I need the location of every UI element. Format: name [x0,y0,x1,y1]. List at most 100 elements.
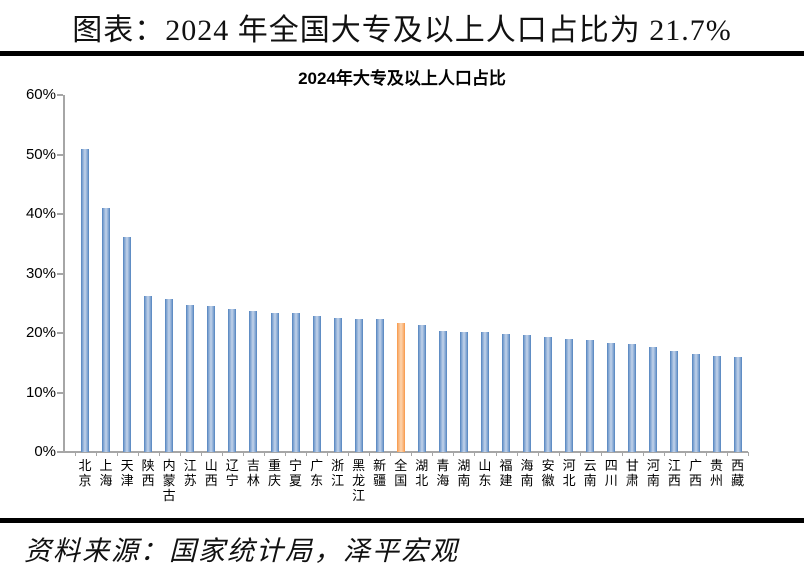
data-source-note: 资料来源：国家统计局，泽平宏观 [24,536,459,566]
y-axis-tick [57,391,63,394]
bottom-divider [0,518,804,523]
bar [270,312,279,452]
x-axis-tick [242,452,244,456]
bar [607,342,616,452]
x-tick-label: 贵州 [709,458,723,488]
bar [523,334,531,452]
y-axis-tick [57,213,63,215]
x-tick-label: 新疆 [373,458,387,488]
bar [144,296,153,452]
bar [123,236,132,452]
bar [649,347,658,452]
bar [691,353,700,452]
bar [670,351,679,452]
x-tick-label: 江苏 [183,458,197,488]
x-tick-label: 安徽 [541,458,555,488]
page-title: 图表：2024 年全国大专及以上人口占比为 21.7% [72,14,732,47]
bar [480,332,489,452]
bar [438,330,447,452]
x-axis-tick [74,452,76,456]
x-axis-tick [474,452,476,456]
bar [354,318,363,452]
x-tick-label: 湖南 [457,458,471,488]
x-axis-tick [453,452,455,456]
x-tick-label: 海南 [520,458,534,488]
x-axis-tick [600,452,602,456]
y-tick-label: 0% [34,443,56,460]
x-tick-label: 浙江 [331,458,345,488]
bar [249,311,258,452]
x-axis-tick [727,452,728,456]
chart-title: 2024年大专及以上人口占比 [298,69,506,88]
bar-national-highlight [396,322,405,452]
top-divider [0,51,804,56]
bar [375,319,384,452]
bar [733,357,742,452]
x-axis-tick [432,452,434,456]
bar [712,356,721,452]
x-tick-label: 福建 [499,458,513,488]
x-tick-label: 陕西 [141,458,155,488]
bar [544,336,553,452]
y-tick-label: 60% [25,86,56,103]
x-tick-label: 西藏 [731,458,745,488]
x-tick-label: 云南 [583,458,597,488]
bar [586,339,595,452]
x-axis-tick [263,452,265,456]
x-axis-tick [516,452,518,456]
bar [628,344,637,452]
x-tick-label: 山西 [204,458,218,488]
y-axis-tick [57,94,63,96]
x-tick-label: 全国 [394,458,408,488]
x-axis-tick [621,452,623,456]
bar [102,208,110,452]
x-tick-label: 北京 [78,458,92,488]
bar [186,305,195,452]
bar [207,306,216,452]
x-axis-tick [200,452,202,456]
x-axis-tick [642,452,644,456]
x-tick-label: 河南 [646,458,660,488]
bar [417,325,426,452]
x-axis-tick [116,452,118,456]
x-axis-tick [579,452,581,456]
y-tick-label: 40% [25,205,56,222]
y-axis-tick [57,332,63,334]
x-axis-tick [179,452,181,456]
y-axis-tick [57,451,63,453]
x-axis-tick [158,452,160,456]
bar [165,299,174,452]
x-tick-label: 广西 [688,458,702,488]
x-axis-tick [537,452,539,456]
x-axis-tick [495,452,497,456]
x-tick-label: 青海 [436,458,450,488]
x-tick-label: 内蒙古 [162,458,176,503]
x-axis-tick [390,452,392,456]
bar [81,148,89,452]
x-tick-label: 重庆 [267,458,281,488]
x-axis-tick [95,452,97,456]
y-tick-label: 50% [25,145,56,163]
x-tick-label: 广东 [310,458,324,488]
x-tick-label: 上海 [99,458,113,488]
x-tick-label: 四川 [604,458,618,488]
bar [291,313,300,452]
x-tick-label: 天津 [120,458,134,488]
x-axis-tick [748,452,750,456]
bar [502,334,510,452]
y-tick-label: 10% [25,383,56,401]
x-axis-tick [348,452,350,456]
y-axis-line [63,95,65,452]
bar [459,331,468,452]
x-tick-label: 宁夏 [288,458,302,488]
x-axis-tick [663,452,665,456]
x-tick-label: 山东 [478,458,492,488]
x-axis-line [63,451,748,453]
x-axis-tick [369,452,371,456]
x-axis-tick [327,452,329,456]
x-tick-label: 辽宁 [225,458,239,488]
x-tick-label: 湖北 [415,458,429,488]
bar [333,318,342,452]
x-tick-label: 甘肃 [625,458,639,488]
